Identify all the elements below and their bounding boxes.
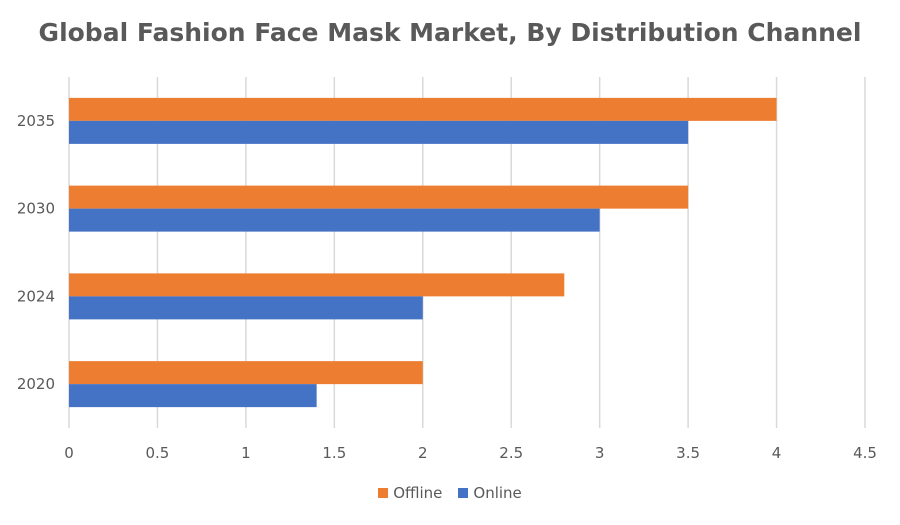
bar-online-2024 — [69, 296, 423, 320]
x-tick-label-7: 3.5 — [676, 444, 700, 462]
legend-swatch-offline — [378, 488, 389, 498]
bar-offline-2024 — [69, 273, 565, 297]
legend-item-online: Online — [458, 484, 522, 502]
chart-title: Global Fashion Face Mask Market, By Dist… — [38, 18, 862, 47]
bar-online-2020 — [69, 384, 317, 408]
legend: Offline Online — [0, 484, 900, 502]
x-tick-label-0: 0 — [64, 444, 74, 462]
bar-online-2035 — [69, 120, 689, 144]
bar-offline-2020 — [69, 361, 423, 385]
x-tick-label-5: 2.5 — [499, 444, 523, 462]
x-tick-label-4: 2 — [418, 444, 428, 462]
x-tick-label-9: 4.5 — [853, 444, 877, 462]
bar-offline-2030 — [69, 185, 689, 209]
y-tick-label-2020: 2020 — [17, 375, 55, 393]
x-tick-label-1: 0.5 — [146, 444, 170, 462]
y-tick-label-2024: 2024 — [17, 287, 55, 305]
y-tick-label-2030: 2030 — [17, 200, 55, 218]
x-tick-label-6: 3 — [595, 444, 605, 462]
x-tick-label-3: 1.5 — [322, 444, 346, 462]
bar-offline-2035 — [69, 97, 777, 121]
legend-swatch-online — [458, 488, 469, 498]
legend-label-offline: Offline — [393, 484, 443, 502]
legend-label-online: Online — [473, 484, 522, 502]
x-tick-label-8: 4 — [772, 444, 782, 462]
x-tick-label-2: 1 — [241, 444, 251, 462]
bar-online-2030 — [69, 208, 600, 232]
legend-item-offline: Offline — [378, 484, 442, 502]
y-tick-label-2035: 2035 — [17, 112, 55, 130]
